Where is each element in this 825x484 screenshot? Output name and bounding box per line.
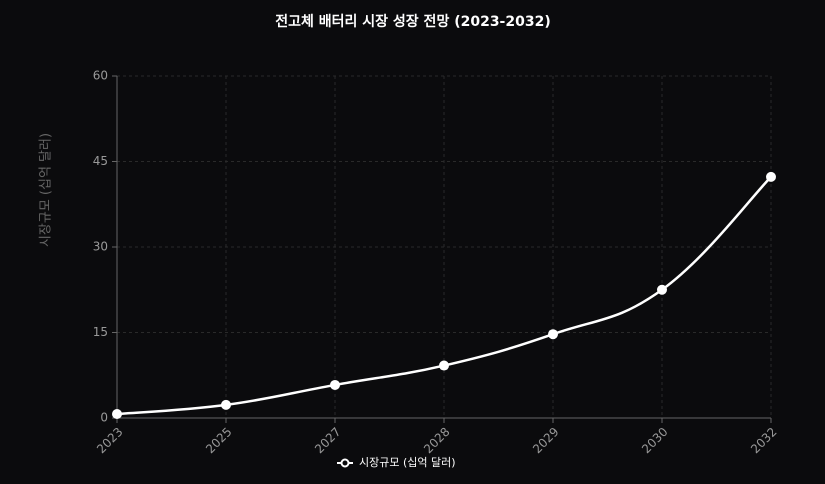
x-tick-label: 2027 <box>312 425 343 456</box>
y-tick-label: 60 <box>93 69 108 83</box>
chart-title: 전고체 배터리 시장 성장 전망 (2023-2032) <box>275 13 550 30</box>
point <box>330 379 340 390</box>
y-tick-label: 0 <box>100 411 108 425</box>
y-tick-label: 45 <box>93 154 108 168</box>
y-tick-label: 15 <box>93 325 108 339</box>
point <box>112 409 122 420</box>
y-axis-title: 시장규모 (십억 달러) <box>39 133 54 247</box>
x-tick-label: 2029 <box>530 425 561 456</box>
x-tick-label: 2032 <box>748 425 779 456</box>
y-tick-label: 30 <box>93 240 108 254</box>
point <box>657 284 667 295</box>
legend-marker <box>340 458 350 468</box>
point <box>439 360 449 371</box>
point <box>221 399 231 410</box>
x-tick-label: 2030 <box>639 425 670 456</box>
point <box>548 329 558 340</box>
legend-label: 시장규모 (십억 달러) <box>359 456 456 469</box>
x-tick-label: 2023 <box>94 425 125 456</box>
x-tick-label: 2028 <box>421 425 452 456</box>
x-tick-label: 2025 <box>203 425 234 456</box>
point <box>766 171 776 182</box>
